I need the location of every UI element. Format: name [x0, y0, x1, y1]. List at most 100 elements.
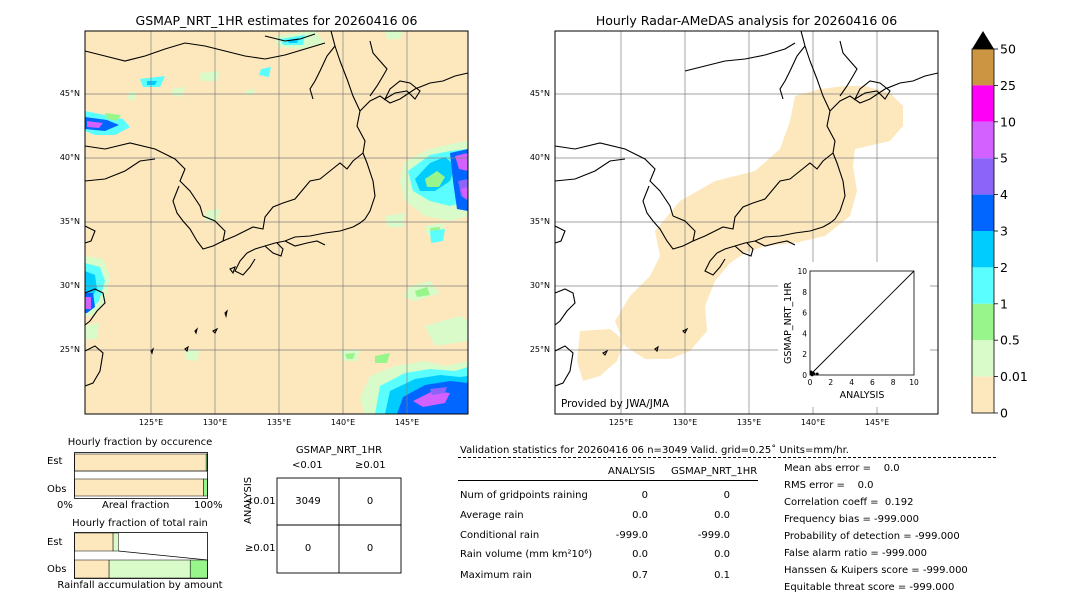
- contingency-cell-11: 3049: [295, 496, 321, 507]
- total-rain-connector: [118, 550, 208, 561]
- left-map-frame: [84, 30, 469, 415]
- occurrence-obs-label: Obs: [47, 484, 67, 495]
- scatter-xtick: 0: [808, 378, 813, 387]
- occurrence-frame: [74, 452, 208, 499]
- right-lat-25: 25°N: [530, 345, 550, 354]
- validation-row-gsmap: 0.0: [714, 510, 730, 521]
- validation-row-label: Maximum rain: [460, 570, 532, 581]
- occurrence-x0: 0%: [57, 500, 73, 511]
- score-pod: Probability of detection = -999.000: [784, 531, 960, 542]
- left-lat-45: 45°N: [60, 89, 80, 98]
- right-lon-145: 145°E: [865, 418, 889, 427]
- right-lon-125: 125°E: [609, 418, 633, 427]
- score-far: False alarm ratio = -999.000: [784, 548, 927, 559]
- validation-col-analysis: ANALYSIS: [608, 466, 656, 477]
- scatter-xtick: 2: [828, 378, 833, 387]
- right-lon-135: 135°E: [737, 418, 761, 427]
- total-rain-est-label: Est: [47, 537, 63, 548]
- validation-row-label: Conditional rain: [460, 530, 540, 541]
- right-lat-40: 40°N: [530, 153, 550, 162]
- scatter-ytick: 0: [802, 371, 807, 380]
- scatter-xtick: 10: [909, 378, 919, 387]
- scatter-ytick: 4: [802, 329, 807, 338]
- scatter-xlabel: ANALYSIS: [840, 390, 885, 401]
- total-rain-bar: [108, 559, 191, 579]
- colorbar-segment: [972, 376, 994, 413]
- occurrence-title: Hourly fraction by occurence: [67, 437, 213, 448]
- scatter-ytick: 2: [802, 350, 807, 359]
- score-mean-abs-error: Mean abs error = 0.0: [784, 463, 900, 474]
- left-map-title: GSMAP_NRT_1HR estimates for 20260416 06: [135, 13, 418, 28]
- left-map: 45°N 40°N 35°N 30°N 25°N 125°E 130°E 135…: [60, 30, 469, 427]
- scatter-xtick: 8: [891, 378, 896, 387]
- left-lon-140: 140°E: [331, 418, 355, 427]
- colorbar-label: 4: [1000, 187, 1008, 202]
- scatter-ytick: 10: [797, 267, 807, 276]
- scatter-points: [809, 370, 819, 377]
- right-map-title: Hourly Radar-AMeDAS analysis for 2026041…: [595, 13, 898, 28]
- colorbar-label: 1: [1000, 296, 1008, 311]
- contingency-col1: <0.01: [292, 460, 323, 471]
- validation-row-gsmap: 0.1: [714, 570, 730, 581]
- occurrence-chart: [74, 452, 208, 499]
- scatter-xtick: 6: [870, 378, 875, 387]
- validation-row-label: Average rain: [460, 510, 524, 521]
- colorbar-segment: [972, 194, 994, 231]
- left-map-coastlines: [84, 30, 469, 387]
- total-rain-chart: [74, 532, 208, 579]
- occurrence-bar: [74, 453, 207, 472]
- contingency-row2: ≥0.01: [245, 543, 276, 554]
- validation-row-analysis: 0: [641, 490, 648, 501]
- left-lon-130: 130°E: [203, 418, 227, 427]
- validation-row-analysis: 0.0: [632, 510, 648, 521]
- colorbar-extend-arrow: [972, 31, 994, 49]
- validation-row-gsmap: 0: [723, 490, 730, 501]
- left-lat-35: 35°N: [60, 217, 80, 226]
- occurrence-xlabel: Areal fraction: [102, 500, 170, 511]
- total-rain-bar: [74, 559, 110, 579]
- contingency-col2: ≥0.01: [355, 460, 386, 471]
- colorbar-segment: [972, 231, 994, 268]
- contingency-cell-12: 0: [366, 496, 374, 507]
- total-rain-xlabel: Rainfall accumulation by amount: [57, 580, 223, 591]
- total-rain-title: Hourly fraction of total rain: [72, 518, 208, 529]
- scatter-diagonal: [809, 270, 915, 376]
- scatter-point: [809, 370, 813, 374]
- contingency-grid: [276, 477, 402, 574]
- right-map-coastlines: [554, 30, 939, 387]
- validation-row-analysis: -999.0: [615, 530, 648, 541]
- colorbar-segment: [972, 85, 994, 122]
- validation-row-gsmap: 0.0: [714, 549, 730, 560]
- scatter-ylabel: GSMAP_NRT_1HR: [783, 282, 794, 364]
- right-lon-130: 130°E: [673, 418, 697, 427]
- colorbar-segment: [972, 121, 994, 159]
- occurrence-est-label: Est: [47, 456, 63, 467]
- score-frequency-bias: Frequency bias = -999.000: [784, 514, 919, 525]
- colorbar-label: 3: [1000, 224, 1008, 239]
- validation-row-analysis: 0.0: [632, 549, 648, 560]
- right-map-frame: [554, 30, 939, 415]
- validation-row-gsmap: -999.0: [697, 530, 730, 541]
- validation-col-gsmap: GSMAP_NRT_1HR: [671, 466, 758, 477]
- colorbar-segment: [972, 158, 994, 195]
- colorbar-segment: [972, 267, 994, 304]
- validation-row-label: Rain volume (mm km²10⁶): [460, 549, 593, 560]
- colorbar-label: 2: [1000, 260, 1008, 275]
- occurrence-bar: [203, 478, 208, 497]
- right-lat-30: 30°N: [530, 281, 550, 290]
- right-lat-45: 45°N: [530, 89, 550, 98]
- scatter-inset: 00 2 2 4 4 6 6 8 8 10 10 ANALYSIS GSMAP_NRT_1HR: [783, 267, 919, 401]
- colorbar-label: 0.5: [1000, 333, 1020, 348]
- occurrence-bar: [74, 478, 204, 497]
- total-rain-frame: [74, 532, 208, 579]
- validation-row-label: Num of gridpoints raining: [460, 490, 588, 501]
- left-lon-145: 145°E: [395, 418, 419, 427]
- right-map-credit: Provided by JWA/JMA: [561, 398, 670, 410]
- left-map-background: [85, 31, 468, 414]
- validation-divider: [458, 457, 996, 458]
- contingency-row1: <0.01: [245, 496, 276, 507]
- total-rain-obs-label: Obs: [47, 564, 67, 575]
- score-rms-error: RMS error = 0.0: [784, 480, 874, 491]
- score-hk: Hanssen & Kuipers score = -999.000: [784, 565, 968, 576]
- colorbar-label: 0: [1000, 406, 1008, 421]
